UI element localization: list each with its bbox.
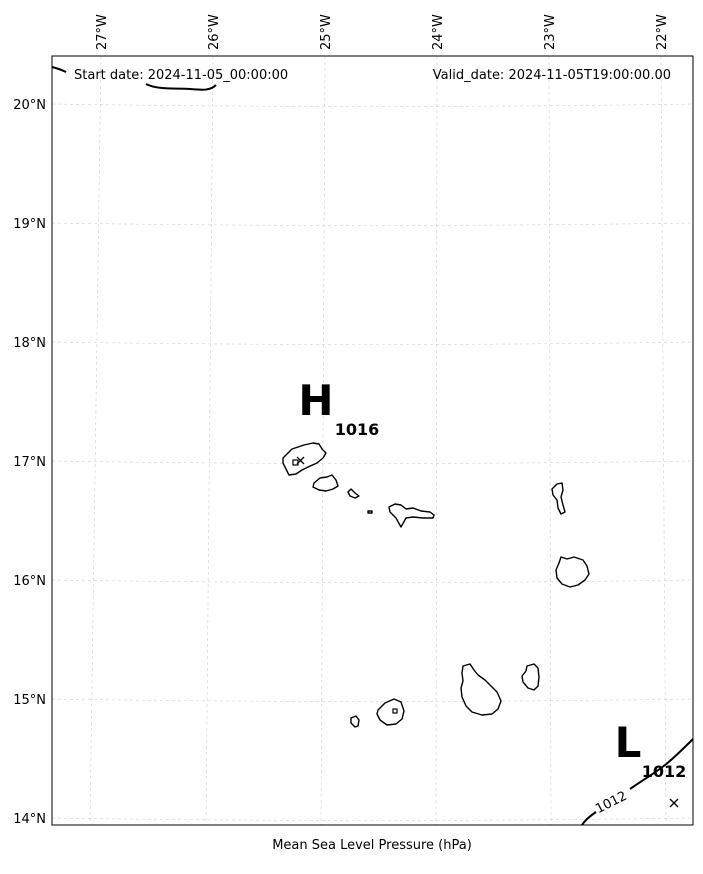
parallel-14n <box>51 817 694 821</box>
lon-label-25w: 25°W <box>319 14 334 50</box>
plot-frame <box>51 55 694 826</box>
high-pressure-value: 1016 <box>335 420 380 439</box>
island-maio <box>521 663 540 691</box>
island-sao-vicente <box>312 474 339 492</box>
parallel-17n <box>51 460 694 464</box>
header-info: Start date: 2024-11-05_00:00:00 Valid_da… <box>74 68 671 83</box>
isobar-top-left <box>51 66 67 73</box>
meridian-22w <box>660 55 667 826</box>
islands <box>282 442 590 728</box>
meridian-24w <box>435 55 438 826</box>
isobar-1012-segment-a <box>581 811 597 826</box>
longitude-labels: 27°W 26°W 25°W 24°W 23°W 22°W <box>95 14 670 50</box>
high-pressure-letter: H <box>298 376 333 425</box>
parallel-20n <box>51 103 694 107</box>
lon-label-27w: 27°W <box>95 14 110 50</box>
lat-label-17n: 17°N <box>13 455 46 470</box>
island-brava <box>350 715 360 728</box>
meridian-23w <box>548 55 552 826</box>
high-center-marker <box>296 456 305 465</box>
isobar-1012-segment-b <box>629 738 694 790</box>
island-marker <box>392 708 398 714</box>
lon-label-23w: 23°W <box>543 14 558 50</box>
low-pressure-letter: L <box>615 718 642 767</box>
lat-label-16n: 16°N <box>13 574 46 589</box>
meridian-25w <box>320 55 326 826</box>
lat-label-18n: 18°N <box>13 336 46 351</box>
island-branco <box>367 510 373 514</box>
lon-label-22w: 22°W <box>655 14 670 50</box>
island-santa-luzia <box>347 488 360 499</box>
parallel-19n <box>51 222 694 226</box>
low-pressure-value: 1012 <box>642 762 687 781</box>
parallel-16n <box>51 579 694 583</box>
valid-date-label: Valid_date: 2024-11-05T19:00:00.00 <box>433 68 671 83</box>
island-sal <box>551 482 566 515</box>
lat-label-20n: 20°N <box>13 98 46 113</box>
gridlines <box>51 55 694 826</box>
plot-area <box>52 56 693 825</box>
island-santo-antao <box>282 442 327 476</box>
lon-label-26w: 26°W <box>207 14 222 50</box>
parallel-18n <box>51 341 694 345</box>
lat-label-14n: 14°N <box>13 812 46 827</box>
meridian-27w <box>89 55 102 826</box>
lat-label-19n: 19°N <box>13 217 46 232</box>
lon-label-24w: 24°W <box>431 14 446 50</box>
start-date-label: Start date: 2024-11-05_00:00:00 <box>74 68 288 83</box>
pressure-centers: H 1016 L 1012 <box>296 376 687 808</box>
isobar-top <box>145 83 217 91</box>
island-boa-vista <box>555 556 590 588</box>
meridian-26w <box>205 55 214 826</box>
parallel-15n <box>51 698 694 702</box>
low-center-marker <box>669 798 679 808</box>
island-santiago <box>460 663 502 716</box>
latitude-labels: 20°N 19°N 18°N 17°N 16°N 15°N 14°N <box>13 98 46 827</box>
island-sao-nicolau <box>388 503 435 528</box>
map-caption: Mean Sea Level Pressure (hPa) <box>272 838 472 853</box>
lat-label-15n: 15°N <box>13 693 46 708</box>
island-fogo <box>376 698 405 726</box>
